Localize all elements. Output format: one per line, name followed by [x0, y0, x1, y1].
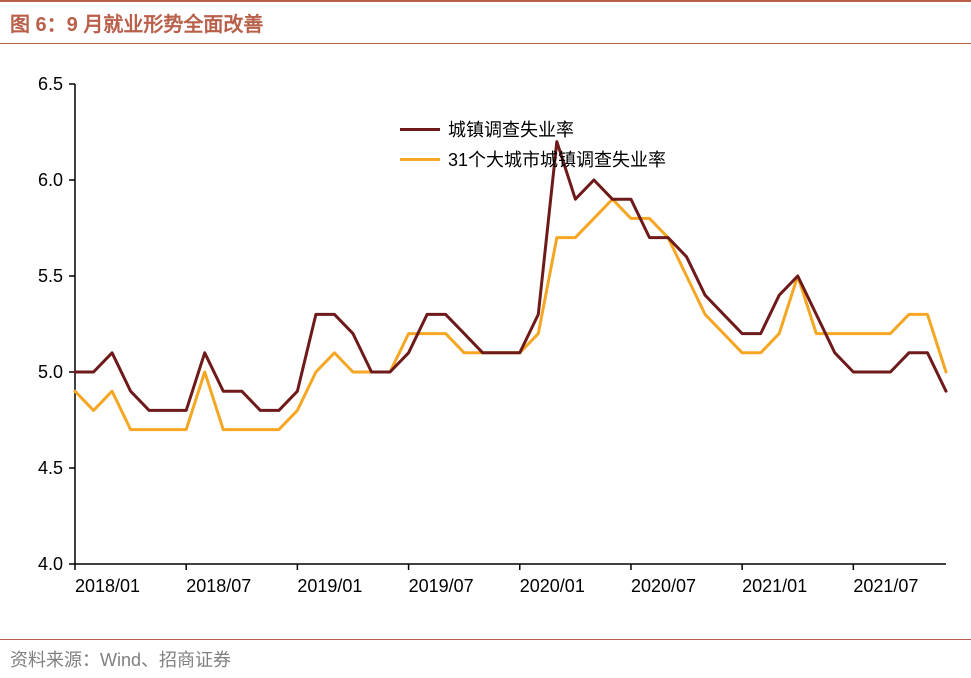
svg-text:2018/01: 2018/01 [75, 576, 140, 596]
legend-line-swatch [400, 128, 440, 131]
chart-container: 图 6：9 月就业形势全面改善 4.0 4.5 5.0 5.5 6.0 6.5 2018/0… [0, 0, 971, 675]
legend-label: 城镇调查失业率 [448, 116, 574, 142]
legend-item: 31个大城市城镇调查失业率 [400, 146, 666, 172]
legend-line-swatch [400, 158, 440, 161]
legend: 城镇调查失业率 31个大城市城镇调查失业率 [400, 116, 666, 176]
legend-item: 城镇调查失业率 [400, 116, 666, 142]
svg-text:4.5: 4.5 [38, 458, 63, 478]
svg-text:2019/01: 2019/01 [297, 576, 362, 596]
chart-area: 4.0 4.5 5.0 5.5 6.0 6.5 2018/01 2018/07 2019/01 2… [0, 44, 971, 639]
chart-source: 资料来源：Wind、招商证券 [0, 639, 971, 678]
svg-text:2021/01: 2021/01 [742, 576, 807, 596]
svg-text:6.0: 6.0 [38, 170, 63, 190]
svg-text:2021/07: 2021/07 [853, 576, 918, 596]
svg-text:6.5: 6.5 [38, 74, 63, 94]
svg-text:2020/01: 2020/01 [520, 576, 585, 596]
svg-text:4.0: 4.0 [38, 554, 63, 574]
svg-text:2018/07: 2018/07 [186, 576, 251, 596]
chart-title: 图 6：9 月就业形势全面改善 [0, 0, 971, 44]
svg-text:2019/07: 2019/07 [409, 576, 474, 596]
svg-text:5.5: 5.5 [38, 266, 63, 286]
svg-text:5.0: 5.0 [38, 362, 63, 382]
legend-label: 31个大城市城镇调查失业率 [448, 146, 666, 172]
svg-text:2020/07: 2020/07 [631, 576, 696, 596]
